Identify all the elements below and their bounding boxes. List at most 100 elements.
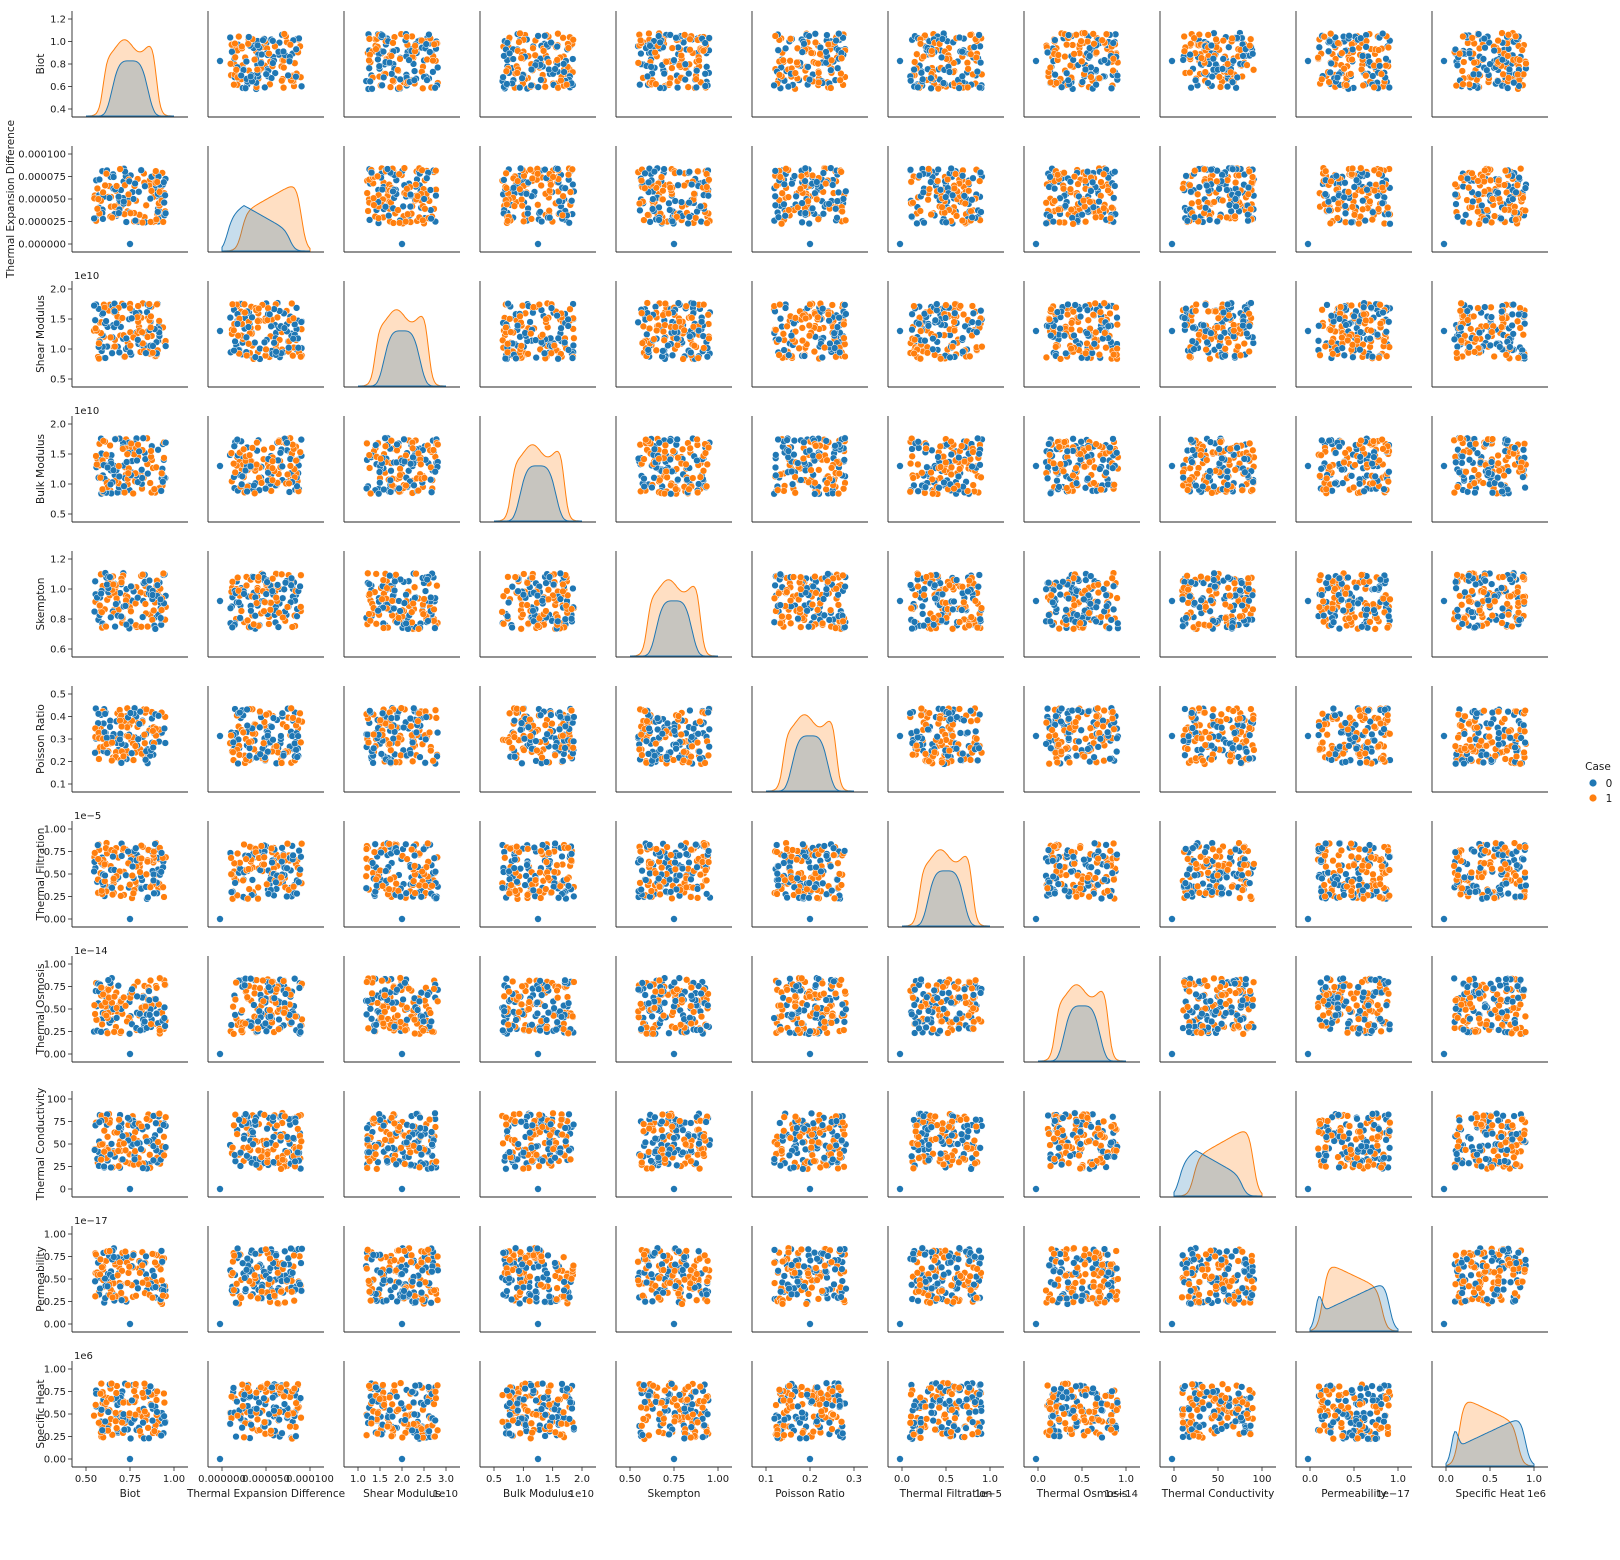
point-case-0 (162, 439, 170, 447)
point-case-1 (1497, 323, 1506, 331)
point-case-1 (665, 79, 674, 88)
point-case-0 (774, 213, 783, 221)
point-case-0 (1463, 307, 1471, 315)
point-case-1 (666, 184, 674, 192)
point-case-1 (1201, 68, 1209, 76)
point-case-1 (278, 77, 286, 85)
point-case-1 (635, 199, 644, 208)
point-case-0 (1509, 195, 1517, 203)
y-tick-label: 2.0 (50, 420, 66, 431)
point-case-1 (502, 67, 511, 75)
point-case-1 (916, 40, 925, 48)
point-case-1 (1067, 319, 1076, 327)
point-case-0 (818, 353, 826, 362)
point-case-1 (1375, 354, 1383, 362)
point-case-1 (1457, 174, 1465, 182)
y-tick-label: 1.5 (50, 450, 66, 461)
point-case-1 (537, 181, 545, 190)
point-case-1 (659, 327, 668, 336)
point-case-1 (796, 185, 805, 193)
point-case-0 (271, 69, 279, 77)
point-case-0 (830, 329, 838, 337)
point-case-1 (230, 81, 238, 89)
pairplot-grid: 0.40.60.81.01.2Biot0.0000000.0000250.000… (5, 11, 1548, 1500)
point-case-1 (283, 470, 292, 479)
point-case-0 (1376, 62, 1384, 70)
point-case-0 (1063, 69, 1071, 77)
point-case-0 (942, 193, 950, 201)
point-case-1 (634, 59, 642, 67)
point-case-1 (231, 53, 239, 61)
point-case-1 (690, 342, 698, 350)
point-case-0 (91, 316, 99, 324)
point-case-0 (146, 194, 155, 203)
point-case-1 (1219, 36, 1227, 45)
point-case-0 (1186, 50, 1194, 59)
point-case-0 (977, 307, 985, 315)
point-case-0 (955, 84, 963, 92)
scatter-points (634, 299, 714, 363)
point-case-0 (260, 338, 269, 346)
point-case-1 (967, 207, 975, 215)
point-case-1 (1224, 60, 1232, 68)
point-case-0 (262, 70, 270, 78)
point-case-1 (1113, 320, 1121, 329)
point-case-1 (1465, 184, 1473, 192)
point-case-1 (1072, 31, 1080, 39)
point-outlier-zero (1168, 240, 1176, 248)
point-case-1 (245, 340, 253, 348)
scatter-points (906, 300, 986, 363)
point-case-0 (259, 36, 267, 44)
point-case-0 (157, 487, 165, 495)
point-case-1 (1202, 345, 1210, 354)
point-case-0 (285, 488, 294, 496)
point-case-1 (1348, 55, 1356, 64)
point-case-0 (546, 214, 554, 222)
point-case-0 (1453, 343, 1462, 351)
point-case-1 (1042, 199, 1050, 207)
point-case-1 (805, 321, 813, 330)
point-case-1 (910, 302, 918, 310)
point-case-0 (1060, 331, 1069, 340)
point-case-0 (1379, 308, 1387, 317)
point-case-1 (147, 187, 156, 195)
point-case-1 (1472, 335, 1480, 343)
point-case-0 (1064, 76, 1072, 84)
point-outlier-zero (806, 240, 814, 248)
point-case-0 (705, 34, 713, 42)
point-case-1 (235, 32, 243, 41)
point-case-0 (647, 63, 655, 71)
point-case-0 (805, 219, 813, 228)
point-case-0 (1323, 301, 1331, 309)
point-case-0 (692, 83, 700, 92)
point-case-1 (828, 301, 836, 309)
point-case-1 (280, 63, 288, 72)
point-case-0 (1243, 329, 1251, 338)
point-case-0 (1496, 343, 1504, 351)
point-case-0 (681, 75, 689, 84)
point-case-0 (695, 326, 703, 335)
point-case-0 (688, 180, 696, 189)
point-case-1 (694, 354, 702, 362)
point-case-0 (805, 76, 814, 84)
scatter-points (1042, 29, 1122, 93)
point-case-0 (1382, 328, 1390, 336)
point-case-0 (664, 341, 672, 350)
point-case-1 (638, 339, 647, 347)
point-outlier-zero (1032, 57, 1040, 65)
point-case-1 (526, 166, 534, 174)
point-case-0 (1347, 218, 1355, 226)
point-case-1 (1474, 304, 1482, 312)
point-case-1 (783, 322, 791, 330)
point-case-1 (503, 200, 511, 208)
point-case-1 (786, 35, 795, 43)
point-case-1 (372, 45, 380, 53)
point-case-1 (1234, 343, 1242, 351)
point-case-0 (833, 214, 841, 222)
point-case-1 (1225, 338, 1233, 347)
cell-biot-vs-skempton (615, 11, 732, 118)
point-case-1 (238, 42, 246, 51)
point-case-1 (814, 59, 822, 68)
point-case-1 (661, 299, 669, 308)
